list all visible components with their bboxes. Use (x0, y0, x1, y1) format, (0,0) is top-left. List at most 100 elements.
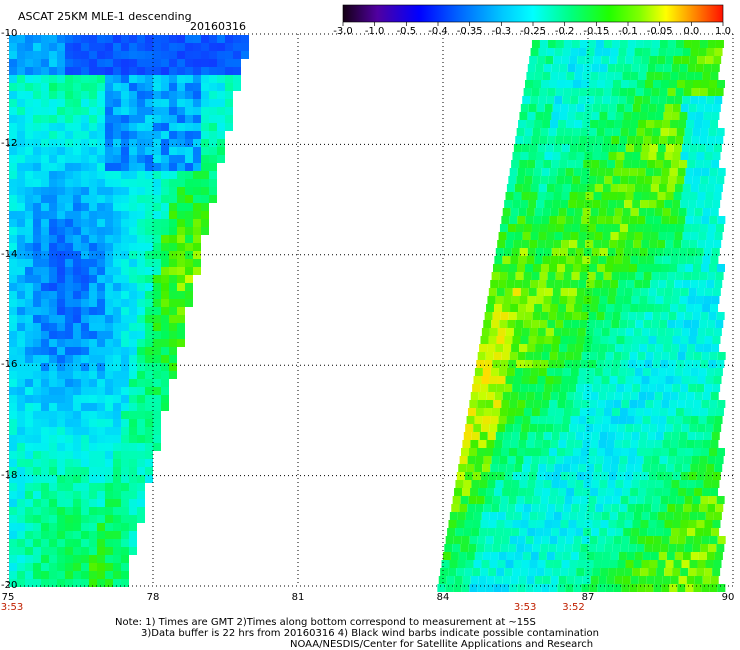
swath-cell (446, 576, 455, 584)
swath-cell (121, 83, 129, 91)
swath-cell (81, 147, 89, 155)
swath-cell (516, 496, 525, 504)
swath-cell (531, 320, 540, 328)
swath-cell (515, 224, 524, 232)
swath-cell (630, 208, 639, 216)
swath-cell (677, 536, 686, 544)
swath-cell (65, 291, 73, 299)
swath-cell (41, 187, 49, 195)
swath-cell (169, 323, 177, 331)
swath-cell (619, 40, 628, 48)
swath-cell (540, 312, 549, 320)
swath-cell (193, 171, 201, 179)
swath-cell (657, 424, 666, 432)
swath-cell (169, 219, 177, 227)
swath-cell (646, 120, 655, 128)
swath-cell (596, 544, 605, 552)
swath-cell (536, 200, 545, 208)
swath-cell (145, 75, 153, 83)
swath-cell (532, 544, 541, 552)
swath-cell (549, 264, 557, 272)
swath-cell (97, 475, 105, 483)
swath-cell (692, 176, 701, 184)
swath-cell (555, 224, 564, 232)
swath-cell (41, 515, 49, 523)
swath-cell (670, 392, 679, 400)
swath-cell (654, 120, 663, 128)
swath-cell (688, 200, 697, 208)
swath-cell (659, 408, 668, 416)
swath-cell (73, 395, 81, 403)
swath-cell (97, 131, 105, 139)
swath-cell (97, 507, 105, 515)
swath-cell (33, 123, 41, 131)
swath-cell (592, 152, 601, 160)
swath-cell (695, 344, 704, 352)
swath-cell (655, 528, 664, 536)
swath-cell (121, 411, 129, 419)
swath-cell (706, 184, 715, 192)
swath-cell (497, 512, 506, 520)
swath-cell (564, 360, 573, 368)
swath-cell (89, 315, 97, 323)
swath-cell (33, 483, 41, 491)
swath-cell (641, 328, 650, 336)
swath-cell (565, 168, 574, 176)
swath-cell (145, 475, 153, 483)
swath-cell (669, 352, 678, 360)
swath-cell (683, 320, 692, 328)
swath-cell (65, 139, 73, 147)
swath-cell (640, 288, 649, 296)
swath-cell (528, 104, 537, 112)
swath-cell (645, 80, 653, 88)
swath-cell (145, 379, 153, 387)
swath-cell (521, 328, 530, 336)
longitude-label: 84 (436, 592, 450, 603)
swath-cell (575, 344, 584, 352)
swath-cell (705, 328, 714, 336)
swath-cell (630, 256, 639, 264)
swath-cell (539, 136, 548, 144)
swath-cell (576, 336, 585, 344)
swath-cell (583, 64, 592, 72)
swath-cell (581, 448, 589, 456)
swath-cell (589, 216, 598, 224)
swath-cell (541, 264, 549, 272)
swath-cell (494, 440, 503, 448)
swath-cell (709, 536, 718, 544)
swath-cell (538, 464, 547, 472)
swath-cell (576, 104, 585, 112)
swath-cell (706, 48, 715, 56)
swath-cell (648, 336, 657, 344)
swath-cell (536, 104, 545, 112)
swath-cell (619, 320, 628, 328)
swath-cell (129, 411, 137, 419)
latitude-label: -12 (1, 138, 18, 150)
swath-cell (629, 216, 638, 224)
swath-cell (512, 568, 521, 576)
swath-cell (496, 288, 505, 296)
swath-cell (73, 523, 81, 531)
swath-cell (512, 200, 521, 208)
swath-cell (585, 424, 594, 432)
swath-cell (73, 387, 81, 395)
swath-cell (460, 544, 469, 552)
swath-cell (522, 96, 531, 104)
swath-cell (611, 408, 620, 416)
swath-cell (658, 232, 667, 240)
swath-cell (528, 288, 537, 296)
swath-cell (57, 155, 65, 163)
swath-cell (121, 51, 129, 59)
swath-cell (73, 443, 81, 451)
swath-cell (459, 456, 468, 464)
swath-cell (536, 568, 545, 576)
swath-cell (225, 51, 233, 59)
swath-cell (57, 323, 65, 331)
swath-cell (537, 240, 546, 248)
swath-cell (714, 48, 723, 56)
swath-cell (113, 523, 121, 531)
swath-cell (113, 347, 121, 355)
swath-cell (105, 563, 113, 571)
swath-cell (701, 80, 709, 88)
swath-cell (654, 304, 663, 312)
